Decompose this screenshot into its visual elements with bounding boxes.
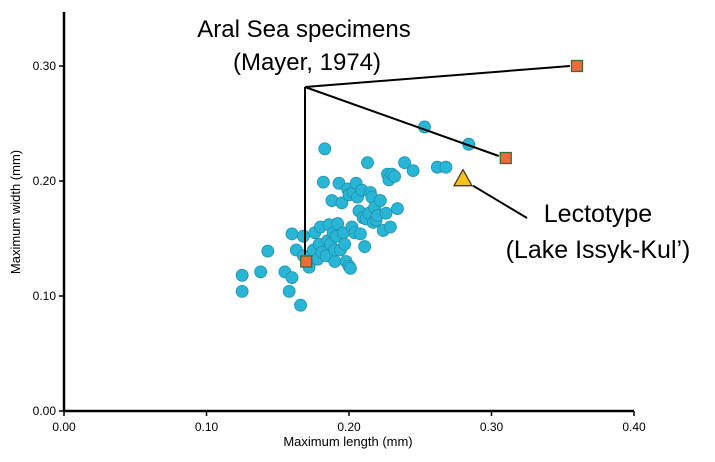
lectotype-triangle: [452, 168, 474, 187]
annotation-lectotype-line1: Lectotype: [544, 200, 652, 228]
specimen-point: [285, 271, 299, 285]
y-tick-label: 0.20: [33, 174, 57, 188]
specimen-point: [318, 142, 332, 156]
aral-sea-specimen-square: [499, 151, 512, 165]
specimen-point: [285, 227, 299, 241]
annotation-leader-line: [304, 86, 500, 157]
specimen-point: [261, 244, 275, 258]
annotation-leaders: [304, 65, 571, 255]
specimen-point: [379, 206, 393, 220]
specimen-point: [328, 255, 342, 268]
specimen-point: [439, 160, 453, 174]
specimen-point: [353, 227, 367, 241]
specimen-point: [254, 265, 268, 279]
y-tick-label: 0.10: [33, 289, 57, 303]
specimen-point: [235, 284, 249, 298]
ticks: 0.00 0.10 0.20 0.30 0.40 0.00 0.10 0.20 0.30: [33, 59, 646, 434]
annotation-aral-line1: Aral Sea specimens: [197, 16, 410, 43]
y-tick-label: 0.00: [33, 404, 57, 418]
specimen-point: [338, 237, 352, 251]
x-tick-label: 0.10: [195, 420, 219, 434]
x-tick-label: 0.30: [480, 420, 504, 434]
specimen-point: [383, 220, 397, 234]
aral-sea-specimen-square: [300, 255, 313, 268]
specimen-point: [391, 202, 404, 216]
x-tick-label: 0.00: [52, 420, 76, 434]
x-tick-label: 0.40: [622, 420, 646, 434]
specimen-point: [235, 268, 249, 282]
specimen-point: [358, 240, 372, 253]
specimen-point: [388, 169, 402, 183]
data-points: [235, 59, 584, 312]
x-axis-label: Maximum length (mm): [283, 434, 412, 449]
specimen-point: [331, 217, 345, 230]
specimen-point: [398, 156, 411, 170]
specimen-point: [344, 261, 357, 275]
specimen-point: [282, 284, 296, 298]
annotation-lectotype-line2: (Lake Issyk-Kul’): [506, 236, 691, 264]
specimen-point: [373, 194, 387, 207]
annotation-aral-line2: (Mayer, 1974): [233, 49, 381, 76]
y-axis-label: Maximum width (mm): [8, 150, 23, 274]
specimen-point: [361, 156, 374, 170]
aral-sea-specimen-square: [570, 59, 584, 73]
specimen-point: [294, 298, 307, 312]
specimen-point: [316, 175, 330, 189]
annotation-leader-line: [304, 65, 571, 88]
specimen-point: [406, 164, 420, 178]
y-tick-label: 0.30: [33, 59, 57, 73]
specimen-point: [335, 196, 349, 210]
x-tick-label: 0.20: [337, 420, 361, 434]
specimen-point: [296, 229, 310, 243]
lectotype-leader-line: [472, 184, 528, 219]
